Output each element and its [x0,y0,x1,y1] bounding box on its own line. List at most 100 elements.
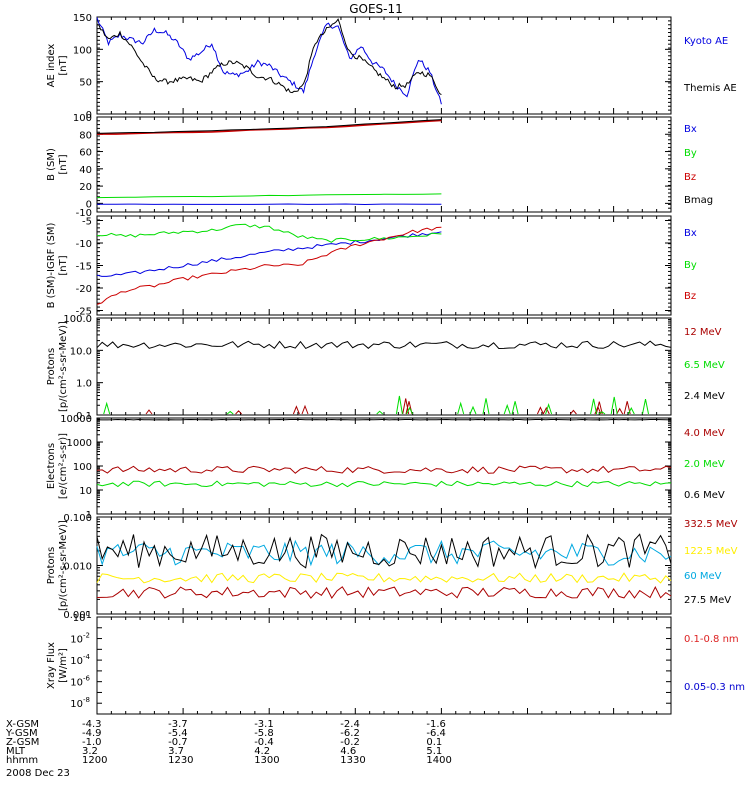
series-line [96,223,442,243]
legend-entry: Bx [684,228,697,239]
legend-entry: 6.5 MeV [684,360,725,371]
panel-frame [96,516,672,615]
legend-entry: By [684,260,697,271]
legend-entry: Bz [684,291,696,302]
axis-row-value: 1200 [82,755,107,766]
y-tick-label: 0.1 [76,411,92,422]
panel-protons_hi: 0.1 1.0 10.0 100.0 Protons [p/(cm²-s-sr-MeV)]… [46,314,725,422]
axis-row-value: 1230 [168,755,193,766]
y-tick-label: 10-4 [70,653,90,667]
y-tick-label: -20 [76,284,92,295]
y-tick-label: 50 [79,78,92,89]
panel-frame [96,616,672,715]
series-spikes [103,395,649,415]
legend-entry: 12 MeV [684,327,722,338]
y-axis-label: [e/(cm²-s-sr)] [58,433,69,499]
series-line [96,572,672,584]
legend-entry: 332.5 MeV [684,519,738,530]
axis-row-value: 5.1 [426,746,442,757]
axis-row-value: 4.6 [340,746,356,757]
y-axis-label: [p/(cm²-s-sr-MeV)] [58,520,69,611]
y-tick-label: -5 [82,217,92,228]
y-tick-label: 1.0 [76,379,92,390]
y-axis-label: [nT] [58,154,69,174]
y-tick-label: 1 [86,510,92,521]
y-axis-label: [nT] [58,55,69,75]
y-tick-label: 20 [79,182,92,193]
legend-entry: 27.5 MeV [684,595,731,606]
legend-entry: Bx [684,124,697,135]
legend-entry: 0.05-0.3 nm [684,682,745,693]
panel-electrons: 1 10 100 1000 10000 Electrons [e/(cm²-s-sr)] 4.… [46,414,725,521]
y-tick-label: 40 [79,165,92,176]
y-tick-label: -25 [76,307,92,318]
y-tick-label: 0.001 [63,610,92,621]
axis-row-value: -2.4 [340,719,360,730]
axis-row-value: 0.1 [426,737,442,748]
y-axis-label: Xray Flux [46,642,57,689]
axis-row-label: Y-GSM [5,728,38,739]
axis-row-value: -5.4 [168,728,188,739]
y-axis-label: Protons [46,348,57,385]
legend-entry: 122.5 MeV [684,546,738,557]
axis-row-value: -3.7 [168,719,188,730]
figure-title: GOES-11 [349,2,403,16]
axis-row-value: 1330 [340,755,365,766]
y-tick-label: 10 [79,486,92,497]
axis-row-value: -0.2 [340,737,360,748]
series-line [96,231,442,277]
y-tick-label: 100 [73,113,92,124]
y-tick-label: 0 [86,110,92,121]
series-line [97,203,442,206]
panel-bresid: -25 -20 -15 -10 -5 B (SM)-IGRF (SM) [nT] Bx By Bz [46,215,697,318]
y-tick-label: 10000 [60,414,92,425]
y-axis-label: AE index [46,44,57,88]
y-tick-label: -10 [76,239,92,250]
axis-row-label: Z-GSM [6,737,39,748]
axis-row-value: -6.2 [340,728,360,739]
y-tick-label: -15 [76,262,92,273]
legend-entry: 4.0 MeV [684,428,725,439]
y-tick-label: 100.0 [63,314,92,325]
y-tick-label: 100 [73,462,92,473]
series-spikes [145,398,631,415]
axis-row-label: MLT [6,746,26,757]
axis-row-value: -5.8 [254,728,274,739]
series-line [96,480,672,488]
axis-row-value: 3.2 [82,746,98,757]
y-tick-label: 10-6 [70,675,90,689]
y-tick-label: 10-2 [70,632,90,646]
y-tick-label: 1000 [67,438,92,449]
y-axis-label: Protons [46,547,57,584]
series-line [96,465,672,474]
series-line [96,585,672,599]
series-line [96,533,672,570]
y-axis-label: [W/m²] [58,648,69,683]
y-axis-label: B (SM)-IGRF (SM) [46,223,57,309]
panel-frame [96,317,672,416]
y-tick-label: 100 [73,45,92,56]
axis-row-value: 1400 [426,755,451,766]
y-tick-label: -10 [76,208,92,219]
axis-row-value: 4.2 [254,746,270,757]
axis-row-value: -4.3 [82,719,102,730]
series-line [96,119,442,134]
y-tick-label: 100 [73,610,90,624]
legend-entry: By [684,148,697,159]
legend-entry: Themis AE [683,83,737,94]
date-label: 2008 Dec 23 [6,768,70,779]
y-tick-label: 10.0 [70,346,92,357]
y-axis-label: [p/(cm²-s-sr-MeV)] [58,321,69,412]
axis-row-value: -0.7 [168,737,188,748]
y-tick-label: 0.100 [63,513,92,524]
axis-row-value: -1.6 [426,719,446,730]
axis-row-value: -3.1 [254,719,274,730]
panel-frame [96,16,672,115]
legend-entry: Bmag [684,195,713,206]
y-tick-label: 60 [79,148,92,159]
legend-entry: 0.6 MeV [684,490,725,501]
